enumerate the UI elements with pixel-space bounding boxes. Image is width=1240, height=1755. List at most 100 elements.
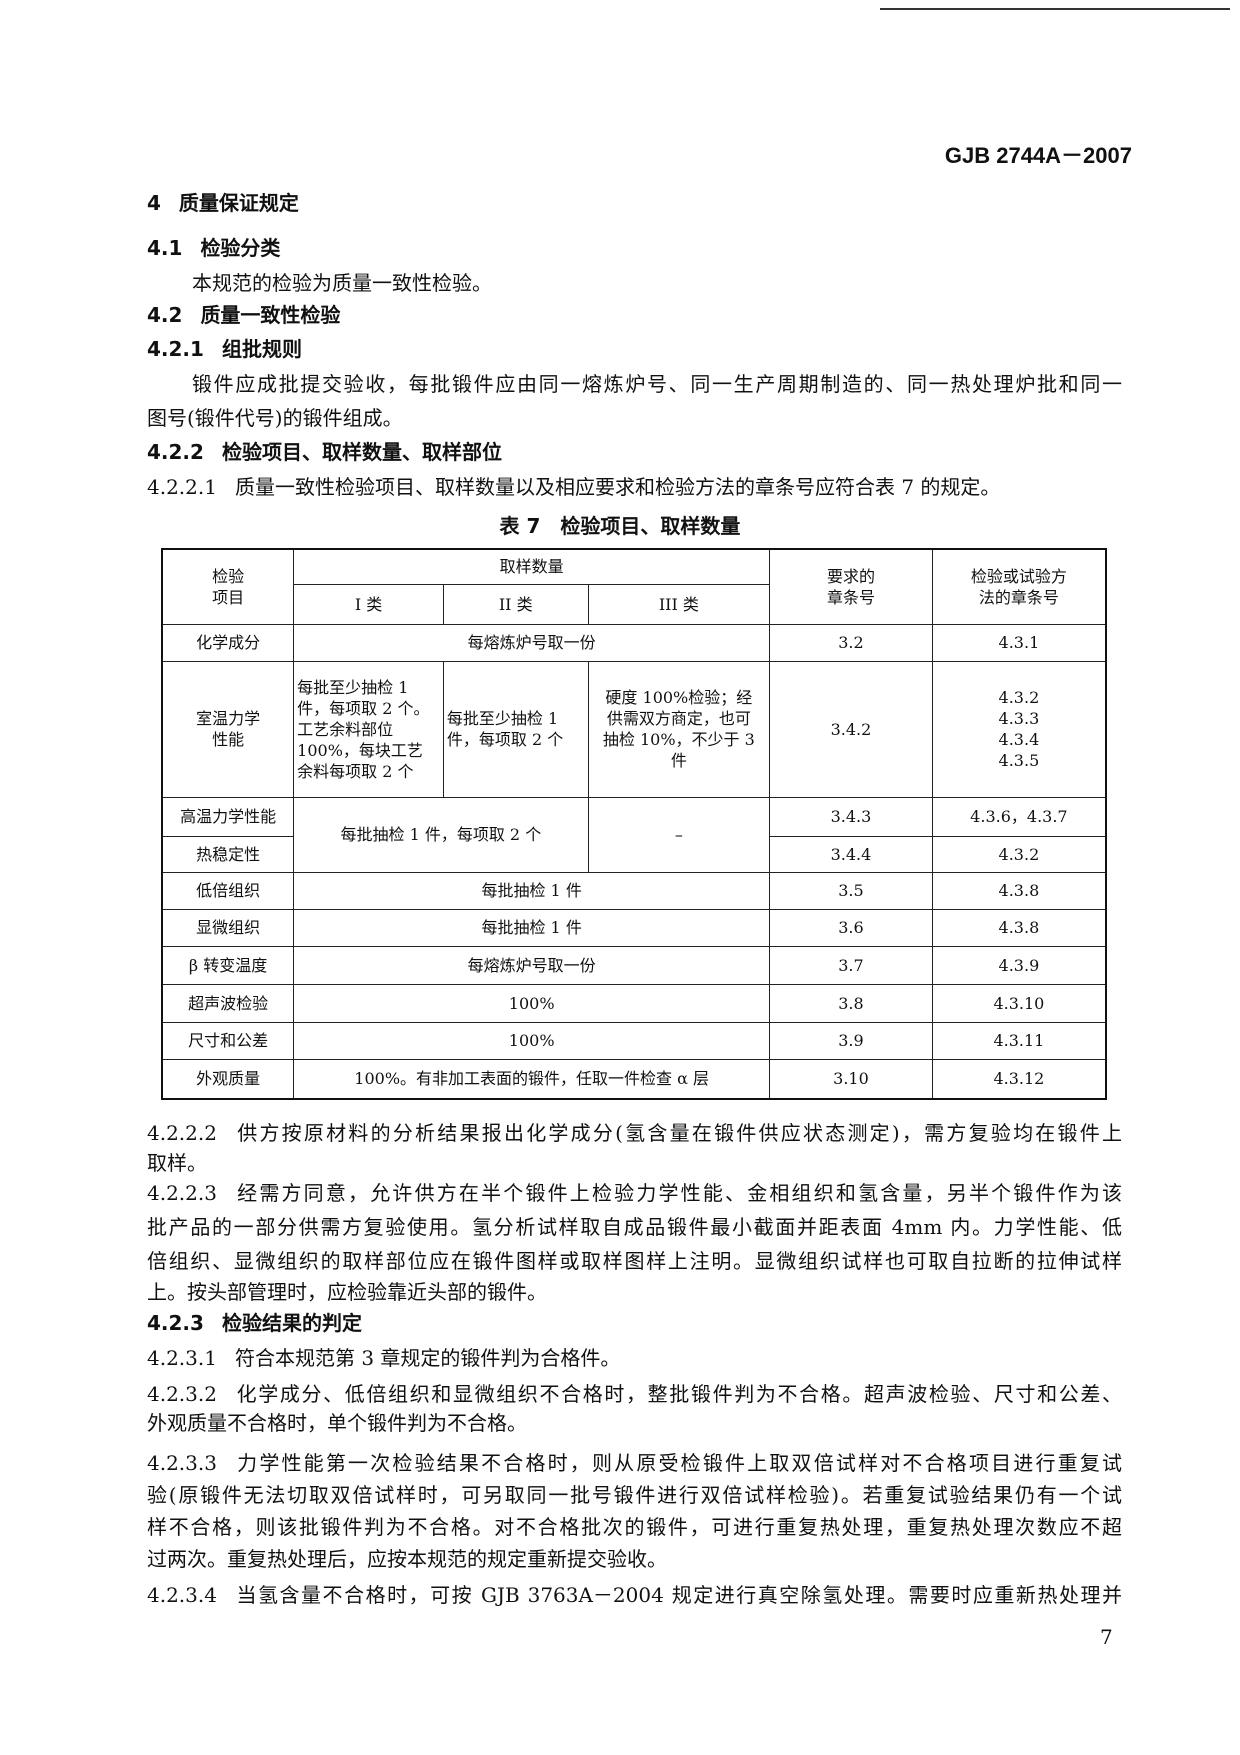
- cell-item: 显微组织: [161, 908, 295, 947]
- cell-method: 4.3.2 4.3.3 4.3.4 4.3.5: [931, 660, 1107, 798]
- cell-item: β 转变温度: [161, 945, 295, 985]
- inspection-table: 检验 项目 取样数量 要求的 章条号 检验或试验方 法的章条号 I 类 II 类…: [161, 548, 1107, 1100]
- cell-req: 3.9: [769, 1021, 933, 1060]
- table-row: 显微组织 每批抽检 1 件 3.6 4.3.8: [161, 908, 1107, 947]
- table-subheader-row: I 类 II 类 III 类: [162, 583, 1106, 625]
- cell-method: 4.3.8: [931, 871, 1107, 910]
- paragraph-text: 当氢含量不合格时，可按 GJB 3763A－2004 规定进行真空除氢处理。需要…: [234, 1583, 1122, 1607]
- paragraph-text: 质量一致性检验项目、取样数量以及相应要求和检验方法的章条号应符合表 7 的规定。: [234, 475, 1001, 499]
- section-number: 4.2.3.1: [147, 1346, 217, 1370]
- table-row: 高温力学性能 每批抽检 1 件，每项取 2 个 – 3.4.3 4.3.6，4.…: [161, 796, 1107, 873]
- cell-sampling: 每批抽检 1 件: [293, 908, 771, 947]
- cell-class3: –: [587, 796, 771, 873]
- cell-class1: 每批至少抽检 1 件，每项取 2 个。 工艺余料部位 100%，每块工艺 余料每…: [293, 660, 444, 798]
- cell-class3: 硬度 100%检验；经 供需双方商定，也可 抽检 10%，不少于 3 件: [587, 660, 771, 798]
- cell-req: 3.4.4: [769, 835, 933, 873]
- cell-req: 3.4.3: [769, 796, 933, 837]
- paragraph-line: 样不合格，则该批锻件判为不合格。对不合格批次的锻件，可进行重复热处理，重复热处理…: [147, 1515, 1122, 1539]
- section-number: 4.2.3.4: [147, 1583, 217, 1607]
- section-4-2-3-1: 4.2.3.1 符合本规范第 3 章规定的锻件判为合格件。: [147, 1345, 1122, 1371]
- cell-req: 3.6: [769, 908, 933, 947]
- cell-sampling: 每熔炼炉号取一份: [293, 945, 771, 985]
- cell-item: 尺寸和公差: [161, 1021, 295, 1060]
- cell-method: 4.3.9: [931, 945, 1107, 985]
- cell-req: 3.10: [769, 1058, 933, 1100]
- cell-item: 外观质量: [161, 1058, 295, 1100]
- paragraph-line: 经需方同意，允许供方在半个锻件上检验力学性能、金相组织和氢含量，另半个锻件作为该: [234, 1181, 1122, 1205]
- cell-item: 热稳定性: [161, 835, 295, 873]
- table-row: 外观质量 100%。有非加工表面的锻件，任取一件检查 α 层 3.10 4.3.…: [161, 1058, 1107, 1100]
- section-4-2-2-heading: 4.2.2 检验项目、取样数量、取样部位: [147, 439, 1122, 465]
- section-4-heading: 4 质量保证规定: [147, 190, 1122, 216]
- paragraph-line: 外观质量不合格时，单个锻件判为不合格。: [147, 1411, 527, 1435]
- section-4-2-3-2: 4.2.3.2 化学成分、低倍组织和显微组织不合格时，整批锻件判为不合格。超声波检…: [147, 1381, 1122, 1407]
- cell-req: 3.7: [769, 945, 933, 985]
- table-row: β 转变温度 每熔炼炉号取一份 3.7 4.3.9: [161, 945, 1107, 985]
- paragraph-line: 验(原锻件无法切取双倍试样时，可另取同一批号锻件进行双倍试样检验)。若重复试验结…: [147, 1483, 1122, 1507]
- table-row: 尺寸和公差 100% 3.9 4.3.11: [161, 1021, 1107, 1060]
- table-row: 化学成分 每熔炼炉号取一份 3.2 4.3.1: [161, 623, 1107, 662]
- paragraph-line: 图号(锻件代号)的锻件组成。: [147, 406, 403, 430]
- table-row: 热稳定性 3.4.4 4.3.2: [161, 835, 1107, 873]
- section-title: 组批规则: [221, 337, 302, 361]
- cell-class2: 每批至少抽检 1 件，每项取 2 个: [442, 660, 589, 798]
- section-4-2-1-heading: 4.2.1 组批规则: [147, 336, 1122, 362]
- cell-method: 4.3.2: [931, 835, 1107, 873]
- cell-sampling: 每批抽检 1 件: [293, 871, 771, 910]
- cell-class12: 每批抽检 1 件，每项取 2 个: [293, 796, 589, 873]
- section-number: 4.2.2.3: [147, 1181, 217, 1205]
- section-title: 检验结果的判定: [221, 1311, 362, 1335]
- section-number: 4.1: [147, 236, 183, 260]
- cell-method: 4.3.10: [931, 983, 1107, 1023]
- section-4-2-2-3: 4.2.2.3 经需方同意，允许供方在半个锻件上检验力学性能、金相组织和氢含量，另…: [147, 1180, 1122, 1206]
- cell-item: 室温力学 性能: [161, 660, 295, 798]
- section-4-1-heading: 4.1 检验分类: [147, 235, 1122, 261]
- cell-method: 4.3.11: [931, 1021, 1107, 1060]
- section-number: 4.2.3.2: [147, 1382, 217, 1406]
- section-number: 4: [147, 191, 161, 215]
- header-sampling: 取样数量: [293, 548, 771, 585]
- header-method: 检验或试验方 法的章条号: [931, 548, 1107, 625]
- section-title: 质量保证规定: [178, 191, 299, 215]
- section-4-2-2-2: 4.2.2.2 供方按原材料的分析结果报出化学成分(氢含量在锻件供应状态测定)，需…: [147, 1120, 1122, 1146]
- section-title: 检验项目、取样数量、取样部位: [221, 440, 502, 464]
- section-number: 4.2.2.1: [147, 475, 217, 499]
- paragraph-line: 上。按头部管理时，应检验靠近头部的锻件。: [147, 1280, 547, 1304]
- paragraph-line: 倍组织、显微组织的取样部位应在锻件图样或取样图样上注明。显微组织试样也可取自拉断…: [147, 1249, 1122, 1273]
- section-title: 检验分类: [200, 236, 281, 260]
- cell-method: 4.3.12: [931, 1058, 1107, 1100]
- paragraph-line: 批产品的一部分供需方复验使用。氢分析试样取自成品锻件最小截面并距表面 4mm 内…: [147, 1215, 1122, 1239]
- paragraph-line: 取样。: [147, 1151, 207, 1175]
- table-header-row: 检验 项目 取样数量 要求的 章条号 检验或试验方 法的章条号: [161, 548, 1107, 625]
- cell-sampling: 100%。有非加工表面的锻件，任取一件检查 α 层: [293, 1058, 771, 1100]
- cell-sampling: 100%: [293, 1021, 771, 1060]
- section-4-2-3-heading: 4.2.3 检验结果的判定: [147, 1310, 1122, 1336]
- section-number: 4.2.1: [147, 337, 204, 361]
- section-number: 4.2.3: [147, 1311, 204, 1335]
- table-row: 室温力学 性能 每批至少抽检 1 件，每项取 2 个。 工艺余料部位 100%，…: [161, 660, 1107, 798]
- cell-req: 3.2: [769, 623, 933, 662]
- section-title: 质量一致性检验: [200, 303, 341, 327]
- paragraph-line: 锻件应成批提交验收，每批锻件应由同一熔炼炉号、同一生产周期制造的、同一热处理炉批…: [192, 372, 1122, 396]
- cell-method: 4.3.8: [931, 908, 1107, 947]
- table-row: 超声波检验 100% 3.8 4.3.10: [161, 983, 1107, 1023]
- section-4-2-3-3: 4.2.3.3 力学性能第一次检验结果不合格时，则从原受检锻件上取双倍试样对不合格…: [147, 1450, 1122, 1476]
- section-4-1-body: 本规范的检验为质量一致性检验。: [192, 271, 492, 295]
- header-item: 检验 项目: [161, 548, 295, 625]
- cell-req: 3.4.2: [769, 660, 933, 798]
- table-row: 低倍组织 每批抽检 1 件 3.5 4.3.8: [161, 871, 1107, 910]
- header-class1: I 类: [293, 583, 444, 625]
- section-4-2-3-4: 4.2.3.4 当氢含量不合格时，可按 GJB 3763A－2004 规定进行真空…: [147, 1582, 1122, 1608]
- section-4-2-heading: 4.2 质量一致性检验: [147, 302, 1122, 328]
- section-4-2-2-1: 4.2.2.1 质量一致性检验项目、取样数量以及相应要求和检验方法的章条号应符合表…: [147, 474, 1122, 500]
- section-number: 4.2.3.3: [147, 1451, 217, 1475]
- header-class2: II 类: [442, 583, 589, 625]
- standard-number: GJB 2744A－2007: [944, 143, 1132, 168]
- table-title: 表 7 检验项目、取样数量: [499, 514, 741, 538]
- cell-item: 低倍组织: [161, 871, 295, 910]
- section-number: 4.2.2: [147, 440, 204, 464]
- cell-item: 高温力学性能: [161, 796, 295, 837]
- page-number: 7: [1100, 1625, 1113, 1649]
- cell-sampling: 100%: [293, 983, 771, 1023]
- paragraph-text: 符合本规范第 3 章规定的锻件判为合格件。: [234, 1346, 621, 1370]
